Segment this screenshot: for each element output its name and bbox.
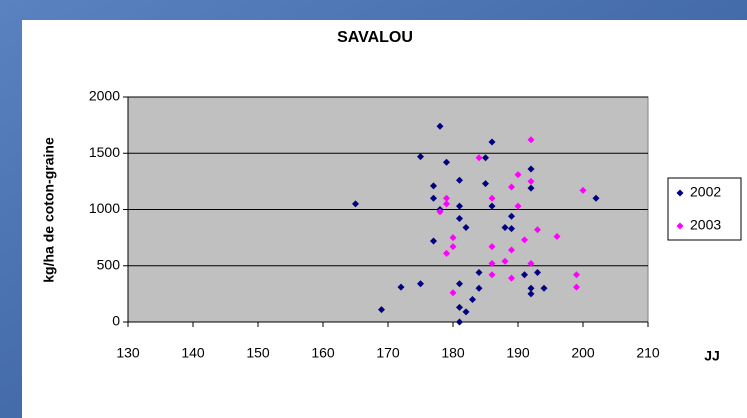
x-axis-label: JJ <box>704 348 720 364</box>
point <box>482 180 489 188</box>
point <box>521 271 528 279</box>
y-tick-label: 1500 <box>89 144 120 160</box>
x-tick-label: 170 <box>376 345 400 361</box>
point <box>462 308 470 316</box>
legend-label: 2003 <box>690 217 721 233</box>
point <box>443 194 450 202</box>
legend-marker <box>676 189 684 197</box>
point <box>475 154 483 162</box>
point <box>540 284 548 292</box>
point <box>527 136 535 144</box>
y-tick-label: 1000 <box>89 200 120 216</box>
point <box>508 225 515 233</box>
point <box>456 280 463 288</box>
point <box>449 234 457 242</box>
point <box>449 289 457 297</box>
legend-marker <box>676 222 684 230</box>
x-tick-label: 200 <box>571 345 595 361</box>
point <box>521 236 528 244</box>
point <box>508 183 515 191</box>
point <box>436 122 444 130</box>
point <box>430 237 437 245</box>
y-tick-label: 2000 <box>89 88 120 104</box>
point <box>573 271 580 279</box>
point <box>573 283 580 291</box>
legend <box>667 177 742 241</box>
point <box>456 176 463 184</box>
point <box>456 303 463 311</box>
point <box>527 290 535 298</box>
point <box>592 194 600 202</box>
chart-title: SAVALOU <box>337 29 413 46</box>
point <box>488 243 496 251</box>
point <box>449 243 457 251</box>
point <box>508 274 515 282</box>
point <box>456 202 463 210</box>
x-tick-label: 130 <box>116 345 140 361</box>
x-tick-label: 180 <box>441 345 465 361</box>
x-tick-label: 150 <box>246 345 270 361</box>
point <box>417 280 424 288</box>
y-tick-label: 500 <box>97 256 121 272</box>
y-axis-label: kg/ha de coton-graine <box>41 137 57 283</box>
point <box>469 296 476 303</box>
point <box>488 260 496 267</box>
point <box>508 246 515 254</box>
point <box>456 215 463 222</box>
point <box>534 269 541 276</box>
y-tick-label: 0 <box>112 313 120 329</box>
point <box>527 284 535 292</box>
point <box>488 202 496 210</box>
point <box>475 284 483 292</box>
x-tick-label: 210 <box>636 345 660 361</box>
point <box>436 208 444 216</box>
point <box>488 138 496 146</box>
point <box>514 171 522 179</box>
point <box>378 306 385 314</box>
point <box>501 224 509 231</box>
point <box>462 224 470 231</box>
x-tick-label: 190 <box>506 345 530 361</box>
legend-label: 2002 <box>690 184 721 200</box>
point <box>534 226 541 234</box>
point <box>475 269 483 276</box>
point <box>430 194 437 202</box>
point <box>527 184 535 192</box>
x-tick-label: 160 <box>311 345 335 361</box>
point <box>443 200 450 208</box>
point <box>527 165 535 173</box>
point <box>456 318 463 326</box>
point <box>508 212 515 220</box>
point <box>514 202 522 210</box>
point <box>397 283 405 291</box>
point <box>430 182 437 190</box>
point <box>579 186 587 194</box>
point <box>527 260 535 267</box>
point <box>501 257 509 265</box>
point <box>443 158 450 166</box>
point <box>417 153 424 161</box>
point <box>482 154 489 162</box>
point <box>488 271 496 279</box>
point <box>352 200 359 208</box>
point <box>443 249 450 257</box>
point <box>488 194 496 202</box>
point <box>527 177 535 185</box>
x-tick-label: 140 <box>181 345 205 361</box>
point <box>553 233 561 240</box>
